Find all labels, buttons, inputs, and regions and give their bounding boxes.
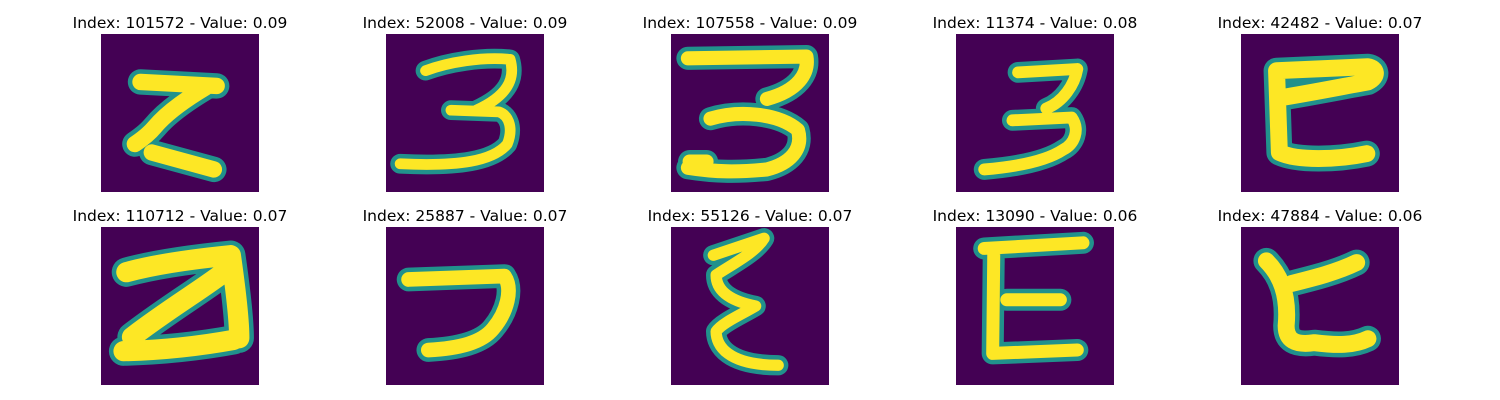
digit-stroke	[1268, 58, 1384, 168]
panel-title: Index: 110712 - Value: 0.07	[72, 207, 288, 225]
digit-stroke	[1257, 252, 1377, 353]
digit-thumbnail	[386, 227, 544, 385]
image-panel: Index: 47884 - Value: 0.06	[1210, 205, 1430, 385]
image-panel: Index: 25887 - Value: 0.07	[355, 205, 575, 385]
panel-title: Index: 13090 - Value: 0.06	[932, 207, 1138, 225]
digit-thumbnail	[1241, 34, 1399, 192]
image-panel: Index: 52008 - Value: 0.09	[355, 12, 575, 192]
digit-stroke	[977, 236, 1090, 360]
image-panel: Index: 107558 - Value: 0.09	[640, 12, 860, 192]
digit-stroke	[978, 63, 1084, 176]
image-background	[386, 227, 544, 385]
digit-thumbnail	[101, 34, 259, 192]
panel-title: Index: 52008 - Value: 0.09	[362, 14, 568, 32]
panel-title: Index: 42482 - Value: 0.07	[1217, 14, 1423, 32]
digit-stroke	[126, 73, 225, 178]
image-panel: Index: 11374 - Value: 0.08	[925, 12, 1145, 192]
digit-stroke	[707, 232, 784, 371]
panel-title: Index: 55126 - Value: 0.07	[647, 207, 853, 225]
digit-thumbnail	[671, 227, 829, 385]
digit-thumbnail	[671, 34, 829, 192]
image-panel: Index: 101572 - Value: 0.09	[70, 12, 290, 192]
panel-title: Index: 25887 - Value: 0.07	[362, 207, 568, 225]
digit-thumbnail	[386, 34, 544, 192]
panel-title: Index: 11374 - Value: 0.08	[932, 14, 1138, 32]
digit-thumbnail	[956, 227, 1114, 385]
image-panel: Index: 55126 - Value: 0.07	[640, 205, 860, 385]
digit-stroke	[394, 53, 518, 170]
panel-title: Index: 101572 - Value: 0.09	[72, 14, 288, 32]
digit-stroke	[680, 49, 814, 179]
digit-thumbnail	[1241, 227, 1399, 385]
digit-stroke	[401, 268, 516, 358]
panel-title: Index: 47884 - Value: 0.06	[1217, 207, 1423, 225]
image-panel: Index: 13090 - Value: 0.06	[925, 205, 1145, 385]
image-panel: Index: 42482 - Value: 0.07	[1210, 12, 1430, 192]
image-panel: Index: 110712 - Value: 0.07	[70, 205, 290, 385]
digit-stroke	[113, 245, 250, 362]
digit-thumbnail	[101, 227, 259, 385]
panel-title: Index: 107558 - Value: 0.09	[642, 14, 858, 32]
digit-thumbnail	[956, 34, 1114, 192]
